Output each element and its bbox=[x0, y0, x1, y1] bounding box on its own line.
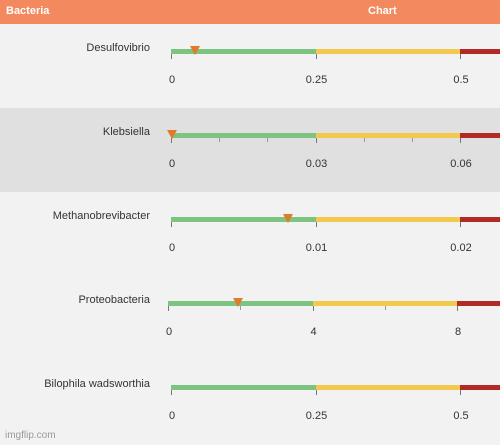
bacteria-name: Klebsiella bbox=[102, 126, 150, 138]
tick-label: 0.25 bbox=[305, 74, 328, 86]
axis-tick bbox=[315, 54, 317, 59]
tick-label: 4 bbox=[310, 326, 317, 338]
normal-range-band bbox=[171, 217, 316, 222]
bacteria-column-header: Bacteria bbox=[6, 5, 50, 17]
tick-label: 0.25 bbox=[305, 410, 328, 422]
minor-tick bbox=[240, 306, 242, 310]
tick-label: 0.02 bbox=[450, 242, 472, 254]
axis-tick bbox=[315, 222, 317, 227]
tick-label: 0 bbox=[168, 410, 176, 422]
high-range-band bbox=[460, 133, 500, 138]
tick-label: 0.5 bbox=[453, 74, 469, 86]
axis-tick bbox=[168, 306, 169, 311]
bacteria-name: Methanobrevibacter bbox=[52, 210, 150, 222]
axis-tick bbox=[460, 390, 461, 395]
borderline-range-band bbox=[315, 133, 460, 138]
tick-label: 0.03 bbox=[305, 158, 328, 170]
high-range-band bbox=[460, 217, 500, 222]
high-range-band bbox=[460, 49, 500, 54]
axis-tick bbox=[171, 54, 172, 59]
value-marker bbox=[232, 298, 243, 307]
bacteria-row: Methanobrevibacter 0 0.01 0.02 bbox=[0, 192, 500, 276]
tick-label: 0.06 bbox=[450, 158, 472, 170]
minor-tick bbox=[384, 306, 386, 310]
normal-range-band bbox=[171, 133, 316, 138]
range-gauge: 0 0.03 0.06 bbox=[0, 130, 500, 170]
range-gauge: 0 0.25 0.5 bbox=[0, 46, 500, 86]
tick-label: 0 bbox=[168, 158, 176, 170]
tick-label: 0 bbox=[168, 242, 176, 254]
minor-tick bbox=[363, 138, 365, 142]
axis-tick bbox=[460, 222, 461, 227]
bacteria-row: Desulfovibrio 0 0.25 0.5 bbox=[0, 24, 500, 108]
axis-tick bbox=[171, 138, 172, 143]
range-gauge: 0 0.01 0.02 bbox=[0, 214, 500, 254]
minor-tick bbox=[219, 138, 221, 142]
value-marker bbox=[190, 46, 201, 55]
tick-label: 0.5 bbox=[453, 410, 469, 422]
table-header: Bacteria Chart bbox=[0, 0, 500, 24]
high-range-band bbox=[457, 301, 500, 306]
borderline-range-band bbox=[315, 49, 460, 54]
bacteria-name: Proteobacteria bbox=[78, 294, 150, 306]
axis-tick bbox=[315, 138, 317, 143]
borderline-range-band bbox=[315, 385, 460, 390]
value-marker bbox=[167, 130, 177, 139]
value-marker bbox=[282, 214, 293, 223]
high-range-band bbox=[460, 385, 500, 390]
axis-tick bbox=[171, 222, 172, 227]
tick-label: 8 bbox=[454, 326, 462, 338]
borderline-range-band bbox=[315, 217, 460, 222]
tick-label: 0 bbox=[168, 74, 176, 86]
axis-tick bbox=[457, 306, 458, 311]
bacteria-name: Bilophila wadsworthia bbox=[44, 378, 150, 390]
bacteria-name: Desulfovibrio bbox=[86, 42, 150, 54]
axis-tick bbox=[312, 306, 314, 311]
bacteria-row: Bilophila wadsworthia 0 0.25 0.5 bbox=[0, 360, 500, 444]
normal-range-band bbox=[171, 385, 316, 390]
bacteria-row: Proteobacteria 0 4 8 bbox=[0, 276, 500, 360]
watermark: imgflip.com bbox=[5, 430, 56, 441]
axis-tick bbox=[460, 138, 461, 143]
normal-range-band bbox=[171, 49, 316, 54]
range-gauge: 0 0.25 0.5 bbox=[0, 382, 500, 422]
chart-column-header: Chart bbox=[368, 5, 397, 17]
borderline-range-band bbox=[312, 301, 457, 306]
tick-label: 0.01 bbox=[305, 242, 328, 254]
range-gauge: 0 4 8 bbox=[0, 298, 500, 338]
bacteria-row: Klebsiella 0 0.03 0.06 bbox=[0, 108, 500, 192]
tick-label: 0 bbox=[165, 326, 173, 338]
axis-tick bbox=[460, 54, 461, 59]
axis-tick bbox=[171, 390, 172, 395]
minor-tick bbox=[267, 138, 269, 142]
minor-tick bbox=[411, 138, 413, 142]
axis-tick bbox=[315, 390, 317, 395]
